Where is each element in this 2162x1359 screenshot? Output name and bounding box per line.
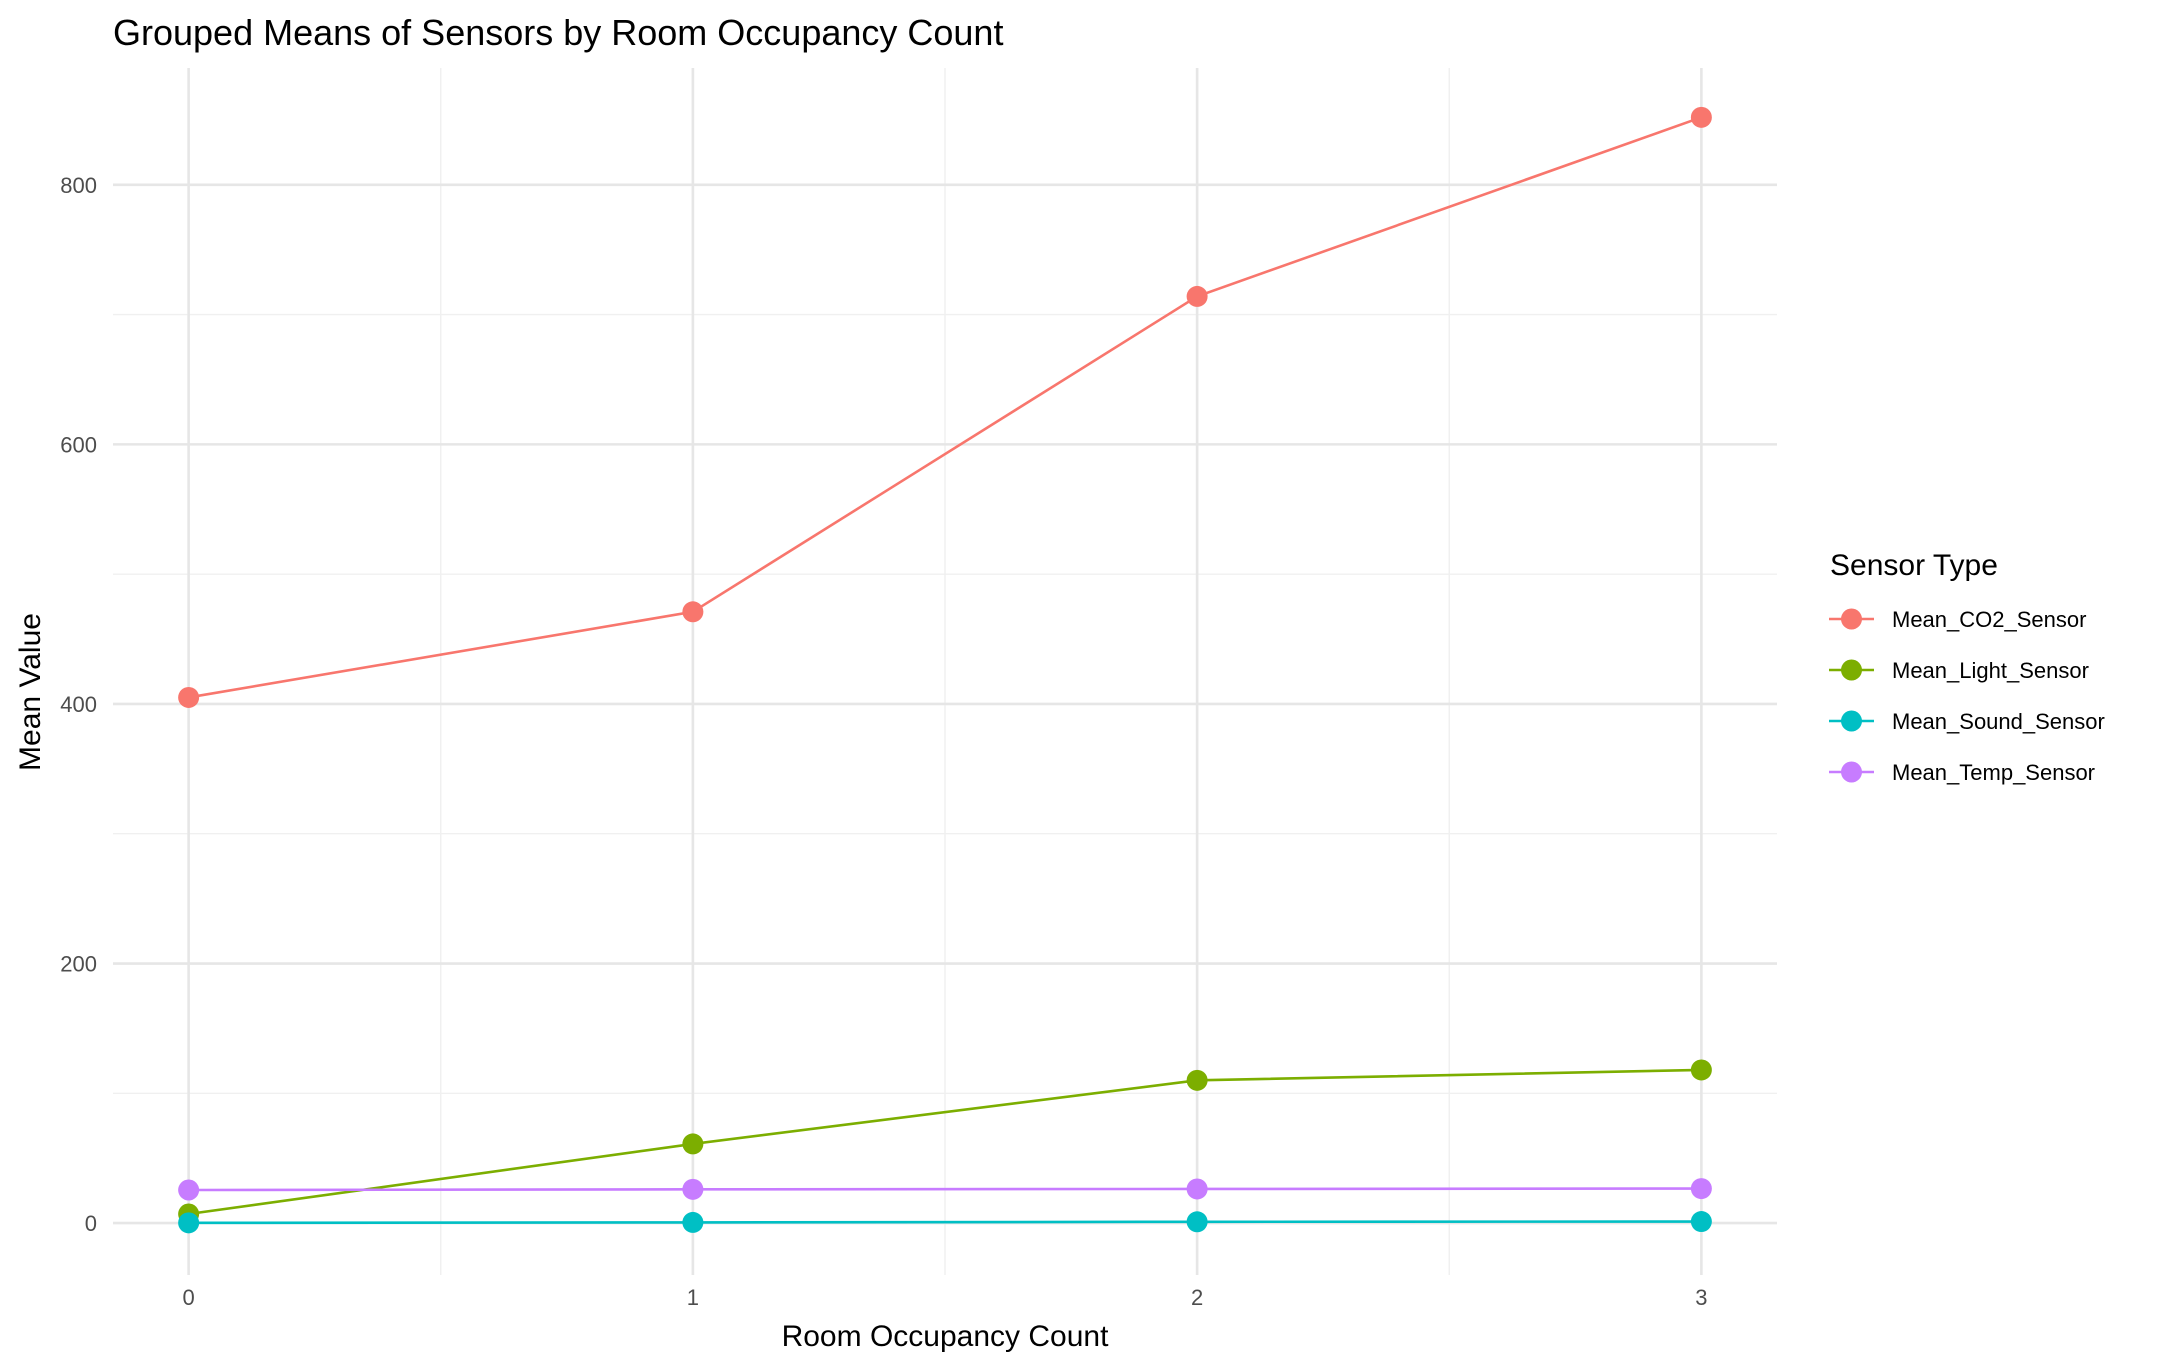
legend-key-point: [1841, 710, 1862, 732]
legend-label: Mean_Light_Sensor: [1892, 658, 2089, 683]
x-tick-label: 2: [1191, 1285, 1203, 1310]
y-tick-labels: 0 200 400 600 800: [60, 173, 97, 1236]
series-line: [188, 1068, 1702, 1216]
legend-title: Sensor Type: [1830, 549, 1998, 582]
legend-key-point: [1841, 761, 1862, 783]
series-line: [188, 1187, 1702, 1192]
y-tick-label: 800: [60, 173, 97, 198]
data-point: [1186, 1178, 1208, 1200]
legend-label: Mean_Temp_Sensor: [1892, 760, 2095, 785]
x-tick-labels: 0 1 2 3: [183, 1285, 1708, 1310]
series-layer: [178, 106, 1712, 1234]
data-point: [1690, 1211, 1712, 1233]
x-tick-label: 3: [1695, 1285, 1707, 1310]
data-point: [178, 1212, 200, 1234]
x-tick-label: 1: [687, 1285, 699, 1310]
data-point: [1186, 1211, 1208, 1233]
data-point: [178, 686, 200, 708]
x-tick-label: 0: [183, 1285, 195, 1310]
legend-item: Mean_CO2_Sensor: [1829, 607, 2086, 632]
data-point: [682, 601, 704, 623]
legend-items: Mean_CO2_Sensor Mean_Light_Sensor Mean_Sou…: [1829, 607, 2105, 785]
series-mean-temp-sensor: [178, 1178, 1712, 1201]
legend: Sensor Type Mean_CO2_Sensor Mean_Light_Se…: [1829, 549, 2105, 785]
data-point: [1186, 285, 1208, 307]
data-point: [682, 1211, 704, 1233]
chart-title: Grouped Means of Sensors by Room Occupan…: [113, 12, 1003, 53]
x-axis-title: Room Occupancy Count: [782, 1320, 1109, 1353]
data-point: [682, 1133, 704, 1155]
legend-item: Mean_Temp_Sensor: [1829, 760, 2095, 785]
series-line: [188, 1220, 1702, 1225]
y-tick-label: 0: [85, 1211, 97, 1236]
series-line: [188, 116, 1702, 699]
legend-item: Mean_Light_Sensor: [1829, 658, 2089, 683]
y-tick-label: 400: [60, 692, 97, 717]
data-point: [1186, 1069, 1208, 1091]
data-point: [1690, 1178, 1712, 1200]
legend-label: Mean_CO2_Sensor: [1892, 607, 2086, 632]
grid: [113, 68, 1777, 1275]
y-axis-title: Mean Value: [14, 613, 47, 771]
data-point: [1690, 1059, 1712, 1081]
series-mean-sound-sensor: [178, 1211, 1712, 1234]
y-tick-label: 600: [60, 432, 97, 457]
legend-key-point: [1841, 608, 1862, 630]
legend-key-point: [1841, 659, 1862, 681]
legend-item: Mean_Sound_Sensor: [1829, 709, 2105, 734]
data-point: [1690, 106, 1712, 128]
data-point: [682, 1178, 704, 1200]
legend-label: Mean_Sound_Sensor: [1892, 709, 2105, 734]
y-tick-label: 200: [60, 952, 97, 977]
data-point: [178, 1179, 200, 1201]
series-mean-co2-sensor: [178, 106, 1712, 708]
